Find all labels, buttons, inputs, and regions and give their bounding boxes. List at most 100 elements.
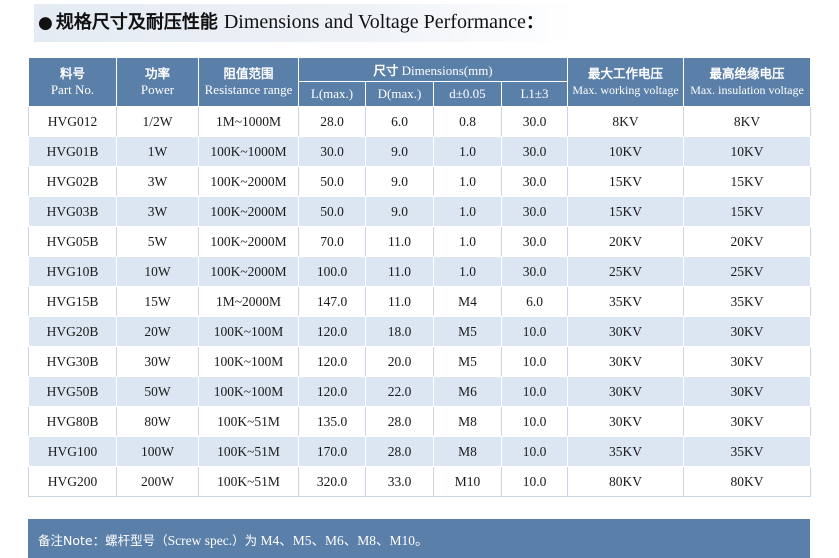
cell-d-max: 9.0 <box>365 196 434 227</box>
cell-insulation-voltage: 30KV <box>683 346 812 377</box>
cell-working-voltage: 15KV <box>567 196 685 227</box>
cell-power: 10W <box>116 256 199 287</box>
cell-part-no: HVG15B <box>28 286 117 317</box>
cell-l1: 30.0 <box>500 226 569 257</box>
cell-l1: 6.0 <box>500 286 569 317</box>
cell-insulation-voltage: 20KV <box>683 226 812 257</box>
cell-d-tol: 0.8 <box>433 106 502 137</box>
cell-insulation-voltage: 30KV <box>683 406 812 437</box>
cell-working-voltage: 30KV <box>567 376 685 407</box>
cell-resistance: 100K~100M <box>198 316 299 347</box>
cell-working-voltage: 35KV <box>567 286 685 317</box>
cell-power: 1/2W <box>116 106 199 137</box>
cell-l1: 30.0 <box>500 106 569 137</box>
cell-l-max: 120.0 <box>298 346 366 377</box>
title-background <box>34 4 574 42</box>
cell-part-no: HVG50B <box>28 376 117 407</box>
cell-d-tol: M5 <box>433 316 502 347</box>
header-dimensions: 尺寸 Dimensions(mm) <box>297 57 569 82</box>
cell-insulation-voltage: 35KV <box>683 286 812 317</box>
cell-l1: 10.0 <box>500 466 569 497</box>
table-row: HVG30B 30W 100K~100M 120.0 20.0 M5 10.0 30KV 30K… <box>28 346 812 377</box>
table-row: HVG15B 15W 1M~2000M 147.0 11.0 M4 6.0 35KV 35KV <box>28 286 812 317</box>
cell-d-tol: M5 <box>433 346 502 377</box>
cell-d-max: 33.0 <box>365 466 434 497</box>
cell-resistance: 100K~2000M <box>198 196 299 227</box>
cell-working-voltage: 10KV <box>567 136 685 167</box>
cell-resistance: 100K~2000M <box>198 256 299 287</box>
cell-part-no: HVG80B <box>28 406 117 437</box>
spec-table-body: HVG012 1/2W 1M~1000M 28.0 6.0 0.8 30.0 8KV 8KV HV… <box>28 106 812 497</box>
cell-l-max: 135.0 <box>298 406 366 437</box>
cell-resistance: 100K~2000M <box>198 226 299 257</box>
cell-part-no: HVG01B <box>28 136 117 167</box>
cell-power: 80W <box>116 406 199 437</box>
cell-working-voltage: 30KV <box>567 316 685 347</box>
cell-resistance: 100K~51M <box>198 406 299 437</box>
cell-insulation-voltage: 80KV <box>683 466 812 497</box>
header-d-max: D(max.) <box>365 81 434 107</box>
cell-part-no: HVG20B <box>28 316 117 347</box>
table-row: HVG03B 3W 100K~2000M 50.0 9.0 1.0 30.0 15KV 15KV <box>28 196 812 227</box>
cell-d-tol: M8 <box>433 406 502 437</box>
table-row: HVG50B 50W 100K~100M 120.0 22.0 M6 10.0 30KV 30K… <box>28 376 812 407</box>
title-colon: ： <box>525 12 544 33</box>
cell-working-voltage: 20KV <box>567 226 685 257</box>
cell-l-max: 120.0 <box>298 316 366 347</box>
cell-l1: 10.0 <box>500 316 569 347</box>
cell-l-max: 50.0 <box>298 196 366 227</box>
cell-d-max: 9.0 <box>365 136 434 167</box>
cell-d-max: 11.0 <box>365 226 434 257</box>
cell-insulation-voltage: 15KV <box>683 166 812 197</box>
table-row: HVG10B 10W 100K~2000M 100.0 11.0 1.0 30.0 25KV 2… <box>28 256 812 287</box>
spec-table: 料号 Part No. 功率 Power 阻值范围 Resistance ran… <box>28 57 812 497</box>
cell-part-no: HVG02B <box>28 166 117 197</box>
cell-power: 5W <box>116 226 199 257</box>
cell-l1: 30.0 <box>500 196 569 227</box>
cell-working-voltage: 30KV <box>567 346 685 377</box>
cell-d-max: 11.0 <box>365 286 434 317</box>
cell-part-no: HVG012 <box>28 106 117 137</box>
cell-power: 100W <box>116 436 199 467</box>
cell-insulation-voltage: 15KV <box>683 196 812 227</box>
cell-l-max: 120.0 <box>298 376 366 407</box>
title-en: Dimensions and Voltage Performance <box>223 11 526 33</box>
header-working-voltage: 最大工作电压 Max. working voltage <box>567 57 685 107</box>
cell-resistance: 1M~2000M <box>198 286 299 317</box>
table-row: HVG01B 1W 100K~1000M 30.0 9.0 1.0 30.0 10KV 10KV <box>28 136 812 167</box>
cell-insulation-voltage: 25KV <box>683 256 812 287</box>
table-row: HVG100 100W 100K~51M 170.0 28.0 M8 10.0 35KV 35K… <box>28 436 812 467</box>
cell-part-no: HVG200 <box>28 466 117 497</box>
cell-power: 3W <box>116 196 199 227</box>
cell-resistance: 100K~51M <box>198 466 299 497</box>
cell-resistance: 100K~2000M <box>198 166 299 197</box>
cell-l-max: 30.0 <box>298 136 366 167</box>
table-row: HVG80B 80W 100K~51M 135.0 28.0 M8 10.0 30KV 30KV <box>28 406 812 437</box>
header-resistance: 阻值范围 Resistance range <box>198 57 299 107</box>
header-l-max: L(max.) <box>298 81 366 107</box>
cell-part-no: HVG10B <box>28 256 117 287</box>
cell-l1: 10.0 <box>500 376 569 407</box>
cell-insulation-voltage: 35KV <box>683 436 812 467</box>
cell-part-no: HVG03B <box>28 196 117 227</box>
cell-d-tol: M8 <box>433 436 502 467</box>
cell-l1: 10.0 <box>500 406 569 437</box>
cell-l-max: 170.0 <box>298 436 366 467</box>
header-insulation-voltage: 最高绝缘电压 Max. insulation voltage <box>683 57 812 107</box>
cell-working-voltage: 8KV <box>567 106 685 137</box>
cell-d-tol: 1.0 <box>433 256 502 287</box>
cell-d-tol: M10 <box>433 466 502 497</box>
cell-l-max: 147.0 <box>298 286 366 317</box>
cell-power: 200W <box>116 466 199 497</box>
cell-d-max: 6.0 <box>365 106 434 137</box>
cell-insulation-voltage: 30KV <box>683 376 812 407</box>
table-row: HVG200 200W 100K~51M 320.0 33.0 M10 10.0 80KV 80… <box>28 466 812 497</box>
cell-d-max: 9.0 <box>365 166 434 197</box>
cell-d-tol: 1.0 <box>433 166 502 197</box>
cell-power: 3W <box>116 166 199 197</box>
header-l1: L1±3 <box>500 81 569 107</box>
table-row: HVG012 1/2W 1M~1000M 28.0 6.0 0.8 30.0 8KV 8KV <box>28 106 812 137</box>
cell-d-max: 11.0 <box>365 256 434 287</box>
cell-power: 15W <box>116 286 199 317</box>
cell-working-voltage: 30KV <box>567 406 685 437</box>
